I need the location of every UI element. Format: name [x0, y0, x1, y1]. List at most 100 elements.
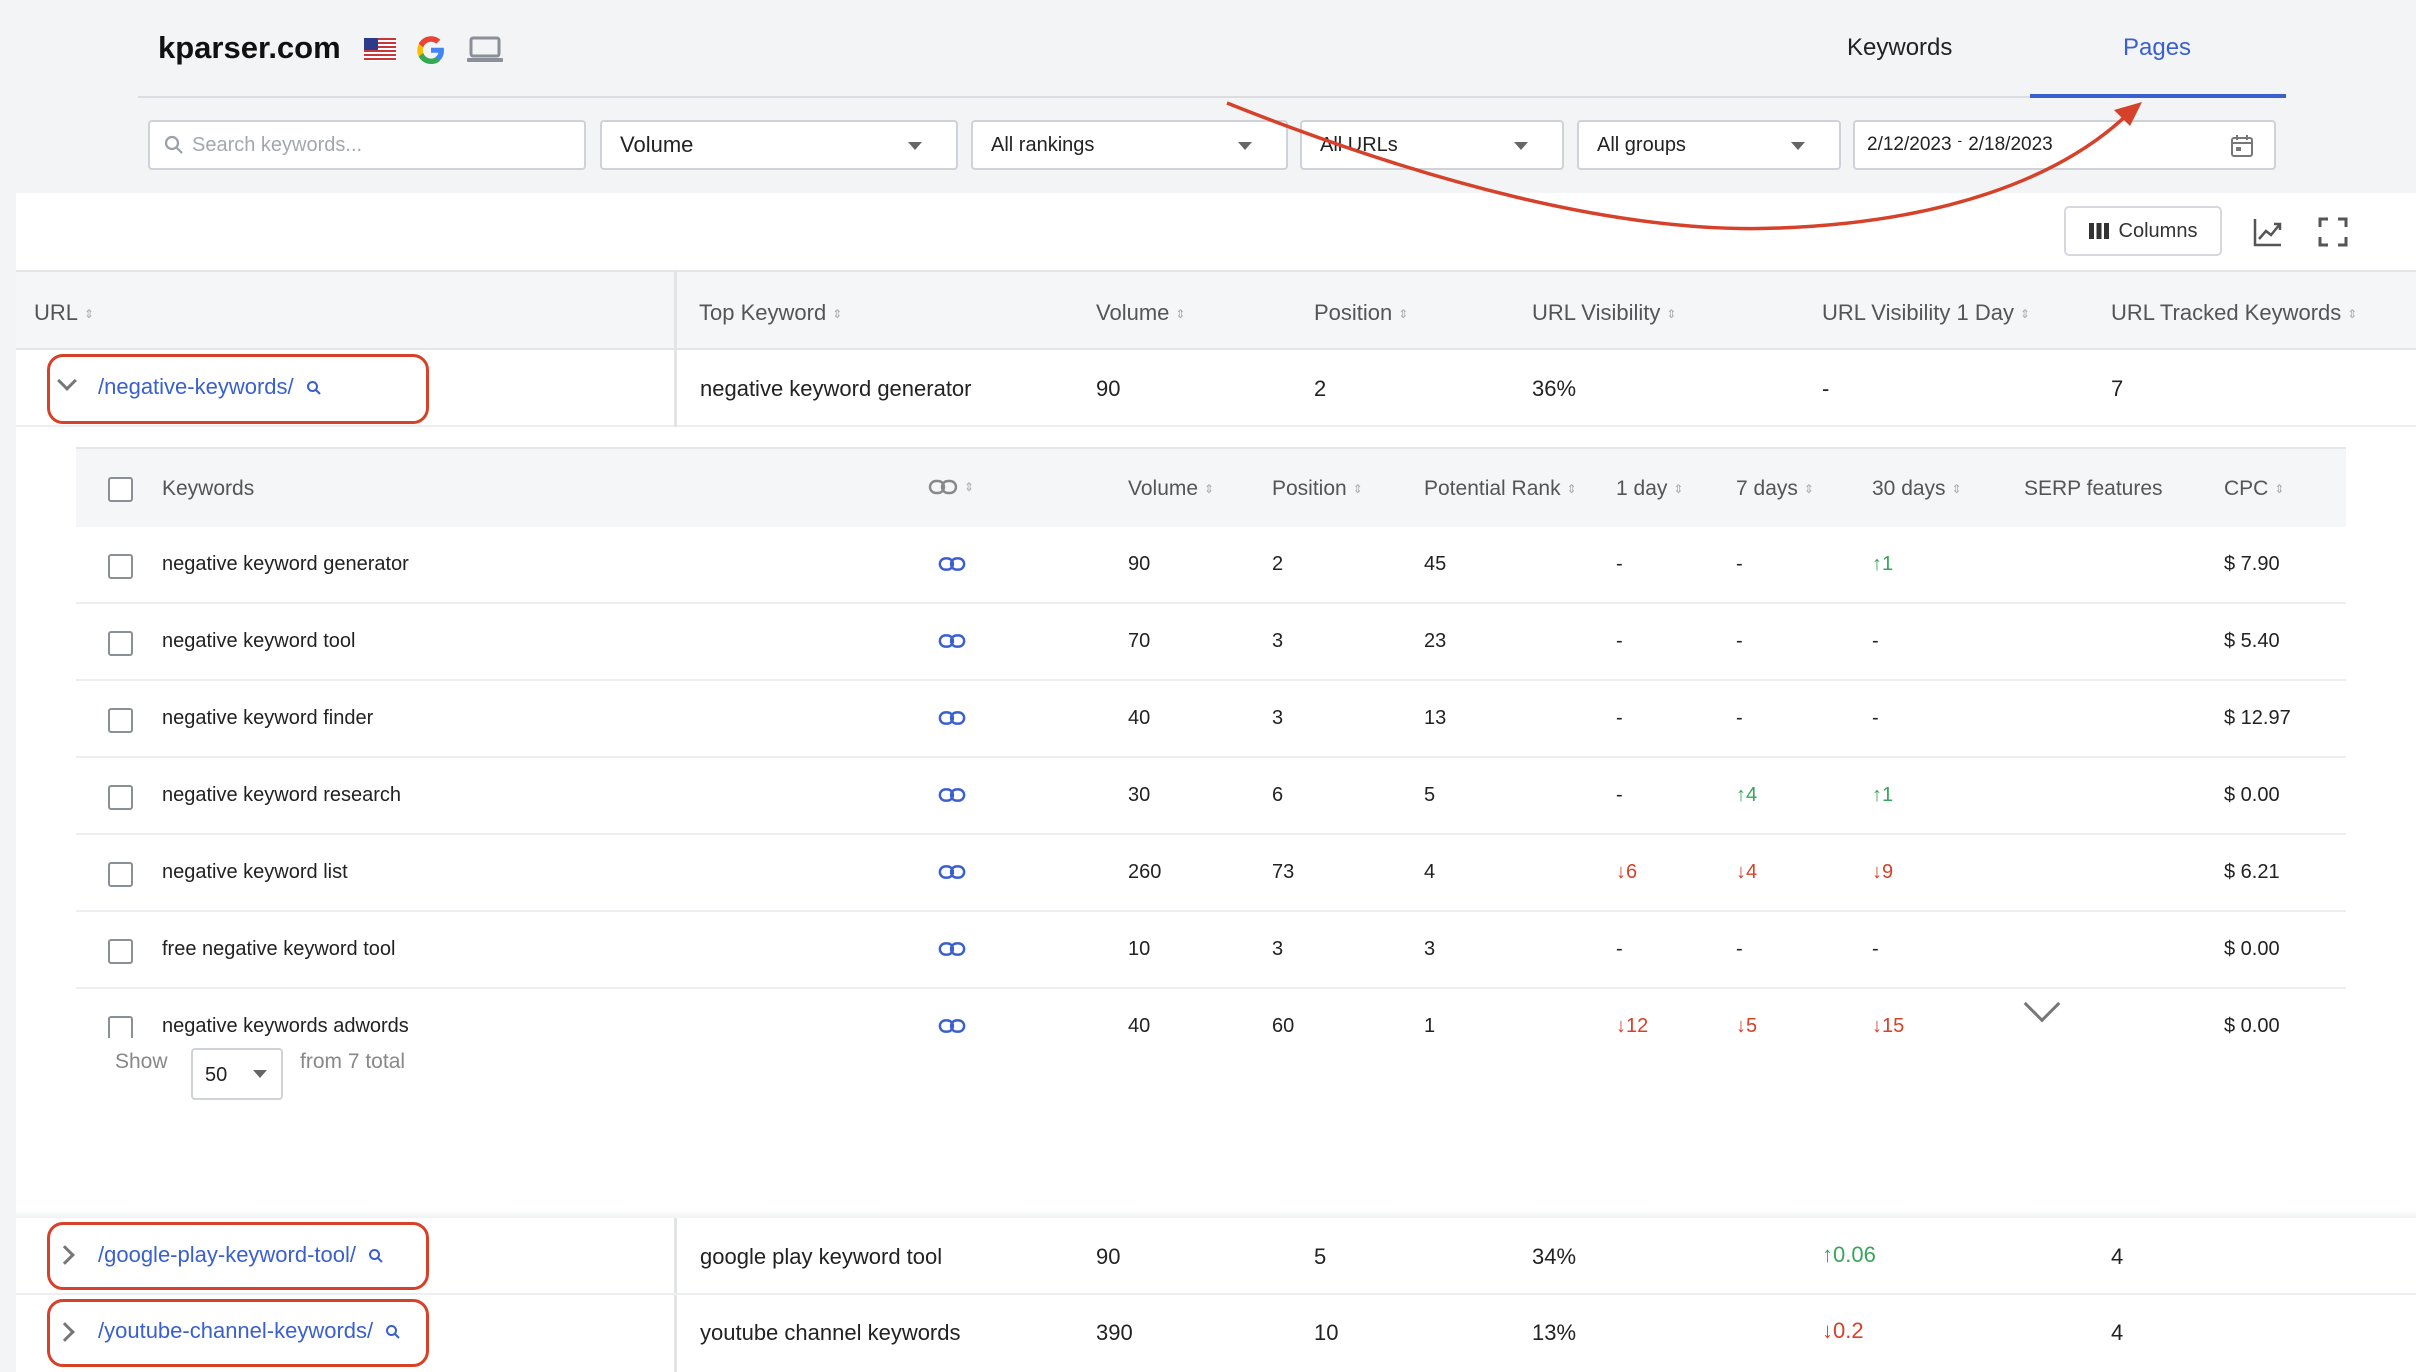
col-cpc[interactable]: CPC ⇕	[2224, 477, 2284, 501]
cpc-value: $ 6.21	[2224, 861, 2280, 883]
d1-change: ↓6	[1616, 861, 1637, 884]
row-checkbox[interactable]	[108, 785, 133, 810]
volume-value: 90	[1128, 553, 1151, 575]
col-position[interactable]: Position ⇕	[1272, 477, 1363, 501]
sort-icon: ⇕	[1352, 482, 1363, 497]
url-link-text: /negative-keywords/	[98, 374, 294, 399]
date-to: 2/18/2023	[1968, 134, 2053, 155]
col-volume[interactable]: Volume ⇕	[1128, 477, 1214, 501]
volume-value: 30	[1128, 784, 1151, 806]
url-visibility: 13%	[1532, 1320, 1577, 1345]
d30-change: -	[1872, 707, 1879, 730]
keyword-row[interactable]: negative keyword list 260 73 4 $ 6.21 ↓6 ↓4 ↓9	[76, 835, 2346, 912]
col-volume[interactable]: Volume ⇕	[1096, 300, 1185, 326]
d30-change-value: -	[1872, 630, 1879, 652]
keyword-row[interactable]: negative keywords adwords 40 60 1 $ 0.00 ↓12 ↓…	[76, 989, 2346, 1038]
link-icon[interactable]	[938, 863, 966, 881]
col-url-tracked-keywords[interactable]: URL Tracked Keywords ⇕	[2111, 300, 2357, 326]
keyword-text: free negative keyword tool	[162, 938, 396, 960]
volume-select[interactable]: Volume	[600, 120, 958, 170]
d1-change: -	[1616, 784, 1623, 807]
search-icon[interactable]	[385, 1324, 401, 1340]
search-input[interactable]: Search keywords...	[148, 120, 586, 170]
col-top-keyword[interactable]: Top Keyword ⇕	[699, 300, 842, 326]
row-checkbox[interactable]	[108, 862, 133, 887]
col-1day[interactable]: 1 day ⇕	[1616, 477, 1683, 501]
row-checkbox[interactable]	[108, 1016, 133, 1038]
sort-icon: ⇕	[2347, 307, 2358, 322]
keyword-row[interactable]: negative keyword research 30 6 5 $ 0.00- ↑4 ↑1	[76, 758, 2346, 835]
link-icon[interactable]	[938, 786, 966, 804]
url-link[interactable]: /negative-keywords/	[98, 374, 322, 400]
chart-icon[interactable]	[2252, 216, 2284, 248]
position-value: 2	[1272, 553, 1284, 575]
date-range-picker[interactable]: 2/12/2023 - 2/18/2023	[1853, 120, 2276, 170]
row-checkbox[interactable]	[108, 939, 133, 964]
groups-select[interactable]: All groups	[1577, 120, 1841, 170]
chevron-down-icon[interactable]	[2023, 989, 2061, 1023]
col-serp-features: SERP features	[2024, 477, 2163, 500]
col-30days[interactable]: 30 days ⇕	[1872, 477, 1962, 501]
cpc-value: $ 7.90	[2224, 553, 2280, 575]
position-value: 73	[1272, 861, 1295, 883]
keyword-row[interactable]: negative keyword generator 90 2 45 $ 7.90 - - ↑…	[76, 527, 2346, 604]
url-row[interactable]: /google-play-keyword-tool/ google play k…	[16, 1218, 2416, 1295]
col-url-visibility-label: URL Visibility	[1532, 300, 1661, 325]
row-checkbox[interactable]	[108, 708, 133, 733]
url-row[interactable]: /youtube-channel-keywords/ youtube chann…	[16, 1295, 2416, 1372]
urls-select[interactable]: All URLs	[1300, 120, 1564, 170]
col-url-visibility-1day[interactable]: URL Visibility 1 Day ⇕	[1822, 300, 2030, 326]
link-icon[interactable]	[938, 632, 966, 650]
keyword-row[interactable]: free negative keyword tool 10 3 3 $ 0.00 - - -	[76, 912, 2346, 989]
keyword-row[interactable]: negative keyword tool 70 3 23 $ 5.40 - - -	[76, 604, 2346, 681]
select-all-checkbox[interactable]	[108, 477, 133, 502]
col-link[interactable]: ⇕	[928, 475, 974, 499]
potential-value: 3	[1424, 938, 1436, 960]
chevron-down-icon	[1514, 142, 1528, 150]
page-size-select[interactable]: 50	[191, 1048, 283, 1100]
fullscreen-icon[interactable]	[2317, 216, 2349, 248]
url-link[interactable]: /youtube-channel-keywords/	[98, 1318, 401, 1344]
search-icon	[164, 135, 183, 154]
sort-icon: ⇕	[1666, 307, 1677, 322]
col-7days[interactable]: 7 days ⇕	[1736, 477, 1814, 501]
laptop-icon	[467, 36, 503, 62]
d7-change-value: -	[1736, 553, 1743, 575]
link-icon[interactable]	[938, 709, 966, 727]
d7-change-value: -	[1736, 938, 1743, 960]
col-potential-rank[interactable]: Potential Rank ⇕	[1424, 477, 1577, 501]
col-potential-rank-label: Potential Rank	[1424, 477, 1561, 500]
link-icon[interactable]	[938, 940, 966, 958]
search-icon[interactable]	[368, 1248, 384, 1264]
columns-button[interactable]: Columns	[2064, 206, 2222, 256]
search-icon[interactable]	[306, 380, 322, 396]
link-icon[interactable]	[938, 1017, 966, 1035]
d7-change-value: -	[1736, 630, 1743, 652]
tab-keywords[interactable]: Keywords	[1847, 34, 1953, 61]
calendar-icon[interactable]	[2230, 133, 2254, 159]
col-position[interactable]: Position ⇕	[1314, 300, 1408, 326]
row-checkbox[interactable]	[108, 631, 133, 656]
cpc-value: $ 0.00	[2224, 784, 2280, 806]
rankings-select[interactable]: All rankings	[971, 120, 1288, 170]
link-icon[interactable]	[938, 555, 966, 573]
page-size-value: 50	[205, 1064, 228, 1086]
potential-value: 5	[1424, 784, 1436, 806]
url-tracked-keywords: 7	[2111, 376, 2124, 401]
us-flag-icon	[364, 38, 396, 61]
d1-change-value: -	[1616, 630, 1623, 652]
col-url[interactable]: URL ⇕	[34, 300, 94, 326]
volume-value: 40	[1128, 1015, 1151, 1037]
col-top-keyword-label: Top Keyword	[699, 300, 827, 325]
row-checkbox[interactable]	[108, 554, 133, 579]
potential-value: 1	[1424, 1015, 1436, 1037]
arrow-down-icon: ↓	[1616, 1015, 1626, 1037]
col-keywords[interactable]: Keywords	[162, 477, 255, 500]
url-link[interactable]: /google-play-keyword-tool/	[98, 1242, 384, 1268]
d7-change: ↓4	[1736, 861, 1757, 884]
col-url-visibility[interactable]: URL Visibility ⇕	[1532, 300, 1676, 326]
tab-pages[interactable]: Pages	[2123, 34, 2192, 61]
sort-icon: ⇕	[1398, 307, 1409, 322]
keyword-text: negative keyword tool	[162, 630, 356, 652]
keyword-row[interactable]: negative keyword finder 40 3 13 $ 12.97 - - -	[76, 681, 2346, 758]
